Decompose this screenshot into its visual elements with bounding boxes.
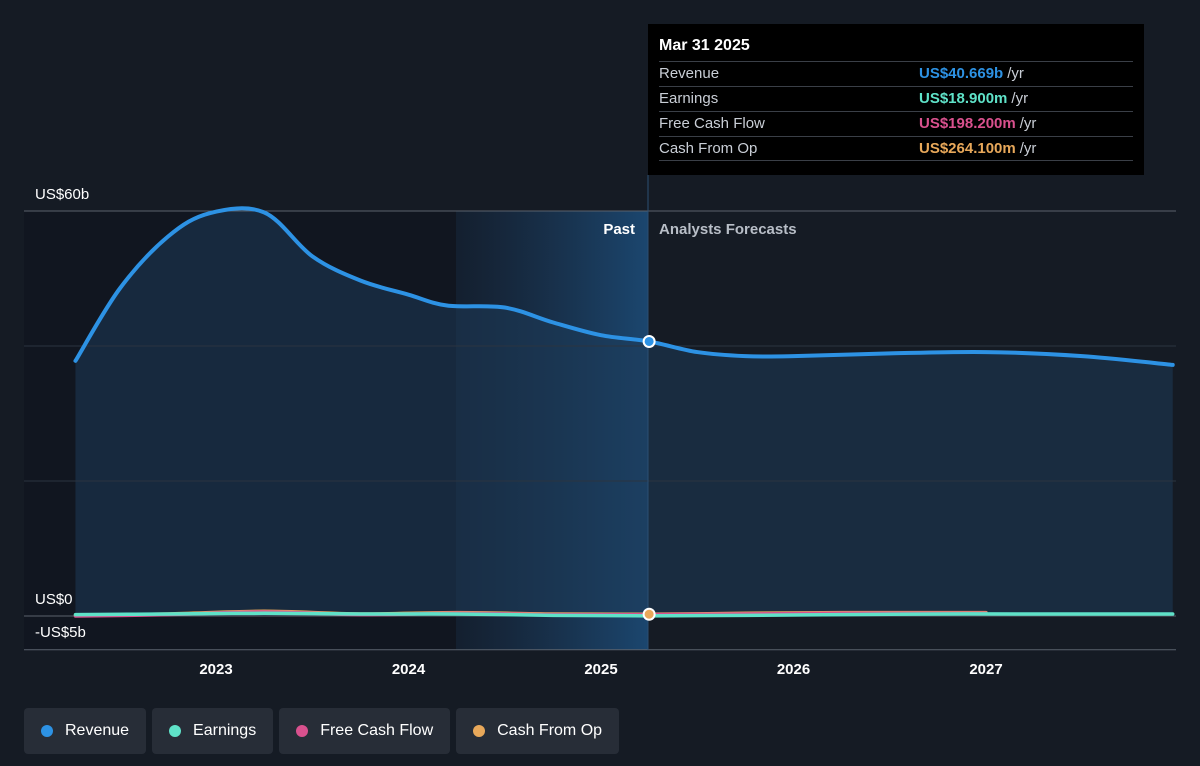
tooltip-label: Earnings [659,90,719,107]
y-label-zero: US$0 [35,591,73,608]
legend-item-revenue[interactable]: Revenue [24,708,147,754]
tooltip-date: Mar 31 2025 [659,37,750,54]
chart-legend: Revenue Earnings Free Cash Flow Cash Fro… [24,708,620,754]
free-cash-flow-dot-icon [296,725,309,737]
tooltip-row-free-cash-flow: Free Cash Flow US$198.200m /yr [659,111,1133,136]
legend-item-earnings[interactable]: Earnings [152,708,274,754]
tooltip-value: US$40.669b [919,65,1004,82]
x-tick-label: 2024 [392,661,426,678]
x-tick-label: 2026 [777,661,810,678]
tooltip-unit: /yr [1019,115,1037,132]
tooltip-value: US$198.200m [919,115,1016,132]
series-lines [73,206,1175,618]
forecast-label: Analysts Forecasts [659,221,797,238]
tooltip-value: US$264.100m [919,140,1016,157]
marker-cash-from-op [642,607,656,621]
legend-label: Revenue [65,722,130,739]
y-label-top: US$60b [35,186,89,203]
past-label: Past [603,221,635,238]
y-label-bottom: -US$5b [35,624,86,641]
revenue-dot-icon [41,725,53,737]
tooltip-label: Cash From Op [659,140,758,157]
tooltip-row-cash-from-op: Cash From Op US$264.100m /yr [659,136,1133,161]
legend-label: Earnings [193,722,257,739]
series-line-revenue [73,206,1175,367]
tooltip-value: US$18.900m [919,90,1008,107]
hover-markers [642,334,656,621]
legend-label: Cash From Op [497,722,603,739]
x-tick-label: 2025 [584,661,617,678]
x-axis-ticks: 2023 2024 2025 2026 2027 [199,661,1002,678]
tooltip-row-earnings: Earnings US$18.900m /yr [659,86,1133,111]
tooltip-row-revenue: Revenue US$40.669b /yr [659,61,1133,86]
grid-lines [24,210,1176,651]
marker-revenue [642,334,656,348]
cash-from-op-dot-icon [473,725,486,737]
revenue-area [75,208,1173,616]
x-tick-label: 2023 [199,661,232,678]
legend-item-free-cash-flow[interactable]: Free Cash Flow [279,708,451,754]
legend-item-cash-from-op[interactable]: Cash From Op [456,708,620,754]
x-tick-label: 2027 [969,661,1002,678]
earnings-dot-icon [169,725,182,737]
tooltip-label: Revenue [659,65,720,82]
tooltip-unit: /yr [1011,90,1029,107]
hover-tooltip: Mar 31 2025 Revenue US$40.669b /yr Earni… [648,24,1144,175]
tooltip-unit: /yr [1007,65,1024,82]
tooltip-unit: /yr [1019,140,1037,157]
tooltip-label: Free Cash Flow [659,115,765,132]
series-line-earnings [73,611,1175,618]
legend-label: Free Cash Flow [320,722,434,739]
